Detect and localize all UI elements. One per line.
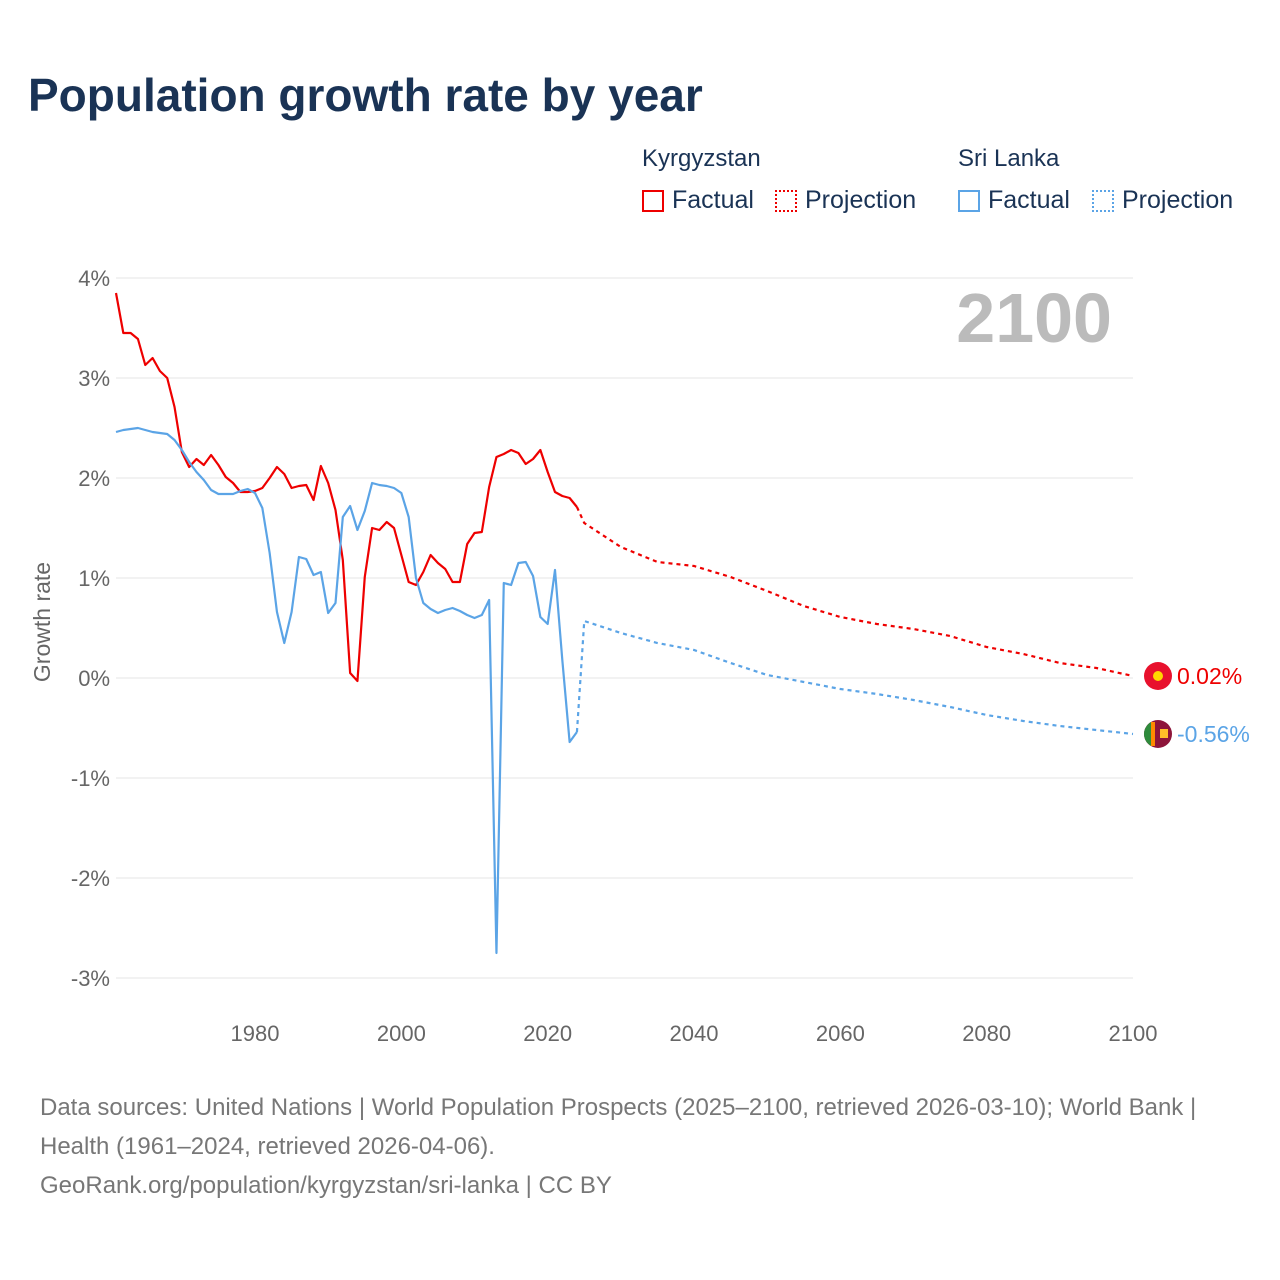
legend-label: Projection [1122,186,1234,214]
x-tick-label: 2040 [670,1021,719,1046]
x-tick-label: 2020 [523,1021,572,1046]
legend-swatch-solid [958,189,980,212]
legend-swatch-dotted [775,189,797,212]
y-tick-label: 3% [78,366,110,391]
legend-kyrgyzstan-projection[interactable]: Projection [775,186,916,215]
line-chart: 4% 3% 2% 1% 0% -1% -2% -3% 1980 2000 2020 2040 2060 2… [29,266,1250,1046]
sri-lanka-end-value-label: -0.56% [1177,721,1250,747]
footer: Data sources: United Nations | World Pop… [40,1088,1240,1205]
sri-lanka-flag-icon [1144,720,1172,748]
x-tick-label: 1980 [231,1021,280,1046]
legend-swatch-dotted [1092,189,1114,212]
source-link[interactable]: GeoRank.org/population/kyrgyzstan/sri-la… [40,1172,612,1199]
x-tick-label: 2000 [377,1021,426,1046]
legend-label: Projection [805,186,917,214]
legend-label: Factual [672,186,754,214]
y-tick-label: 0% [78,666,110,691]
legend-swatch-solid [642,189,664,212]
data-sources: Data sources: United Nations | World Pop… [40,1094,1197,1160]
legend-group-sri-lanka: Sri Lanka [958,145,1060,172]
x-tick-label: 2100 [1109,1021,1158,1046]
kyrgyzstan-projection-line [575,506,1134,678]
y-tick-label: -1% [71,766,110,791]
kyrgyzstan-flag-icon [1144,662,1172,690]
y-tick-label: -3% [71,966,110,991]
sri-lanka-factual-line [115,426,578,955]
legend-sri-lanka-factual[interactable]: Factual [958,186,1070,215]
y-tick-label: 1% [78,566,110,591]
x-tick-label: 2080 [962,1021,1011,1046]
legend-kyrgyzstan-factual[interactable]: Factual [642,186,754,215]
kyrgyzstan-end-value-label: 0.02% [1177,663,1242,689]
y-axis-label: Growth rate [29,562,55,682]
year-label: 2100 [956,279,1112,357]
chart-title: Population growth rate by year [28,69,703,121]
kyrgyzstan-factual-line [114,292,578,683]
legend-sri-lanka-projection[interactable]: Projection [1092,186,1233,215]
legend-group-kyrgyzstan: Kyrgyzstan [642,145,761,172]
y-tick-label: 2% [78,466,110,491]
y-tick-label: 4% [78,266,110,291]
sri-lanka-projection-line [575,619,1134,736]
y-tick-label: -2% [71,866,110,891]
legend-label: Factual [988,186,1070,214]
x-tick-label: 2060 [816,1021,865,1046]
